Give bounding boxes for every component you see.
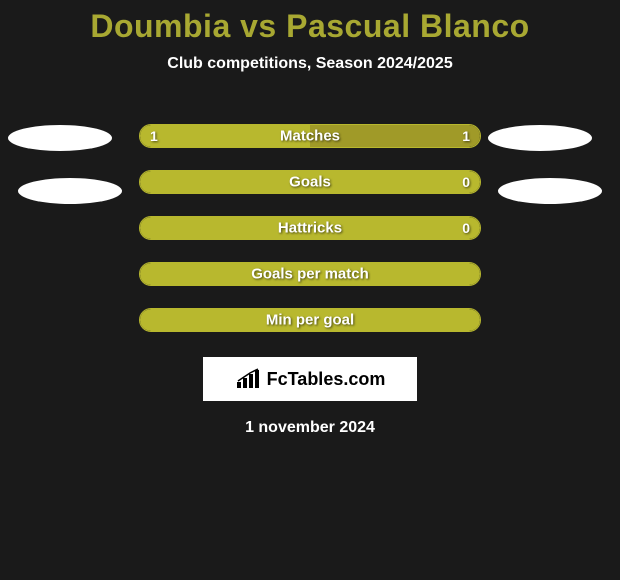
stat-row: Min per goal [139,297,481,343]
stat-bar: 11Matches [139,124,481,148]
stat-row: 11Matches [139,113,481,159]
bar-fill [140,217,480,239]
stat-row: 0Hattricks [139,205,481,251]
date-label: 1 november 2024 [245,419,375,437]
page-subtitle: Club competitions, Season 2024/2025 [167,55,452,73]
page-title: Doumbia vs Pascual Blanco [90,8,529,45]
decorative-ellipse [498,178,602,204]
stat-left-value: 1 [150,128,158,144]
decorative-ellipse [488,125,592,151]
decorative-ellipse [18,178,122,204]
stat-bar: 0Hattricks [139,216,481,240]
stat-right-value: 0 [462,174,470,190]
stats-region: 11Matches0Goals0HattricksGoals per match… [139,113,481,343]
stat-row: Goals per match [139,251,481,297]
stat-right-value: 1 [462,128,470,144]
stat-bar: Goals per match [139,262,481,286]
bar-fill [140,171,480,193]
bar-fill [140,309,480,331]
decorative-ellipse [8,125,112,151]
bars-icon [235,368,261,390]
stat-bar: Min per goal [139,308,481,332]
stat-bar: 0Goals [139,170,481,194]
comparison-panel: Doumbia vs Pascual Blanco Club competiti… [0,0,620,437]
bar-fill-right [310,125,480,147]
stat-row: 0Goals [139,159,481,205]
bar-fill [140,263,480,285]
brand-text: FcTables.com [267,369,386,390]
bar-fill-left [140,125,310,147]
stat-right-value: 0 [462,220,470,236]
brand-logo: FcTables.com [203,357,417,401]
